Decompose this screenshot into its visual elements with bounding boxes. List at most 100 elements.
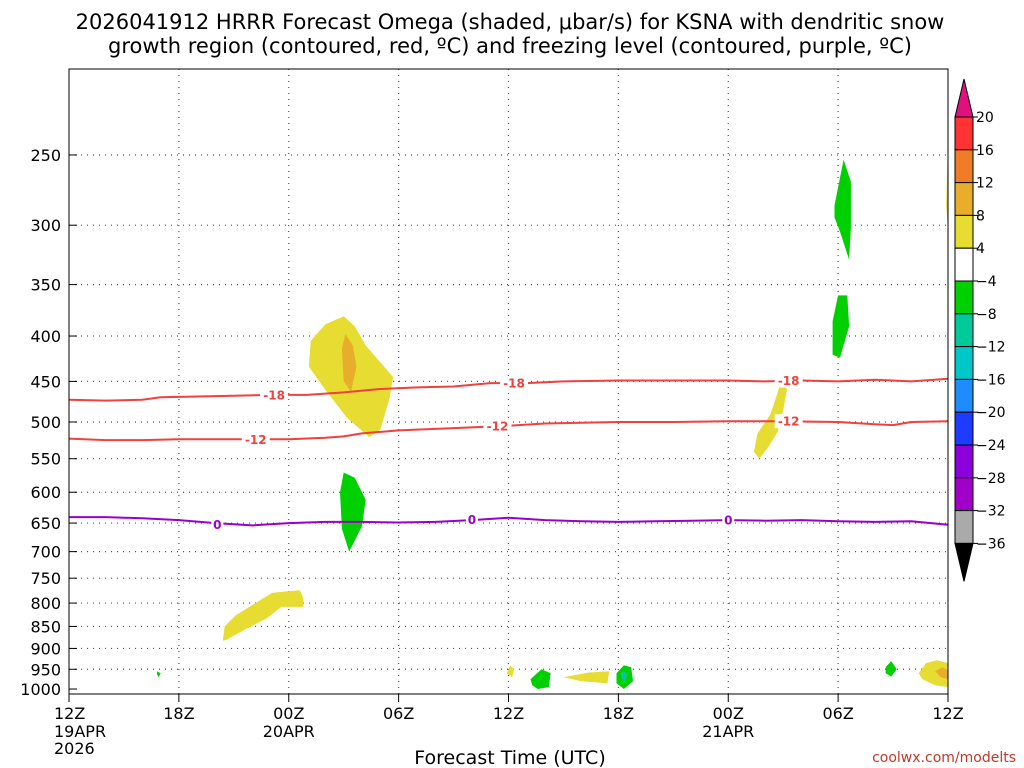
y-tick-label-450: 450 [30, 372, 61, 391]
y-tick-label-1000: 1000 [20, 680, 61, 699]
colorbar-label-10: −24 [976, 438, 1006, 454]
colorbar: 20 16 12 8 4 −4 −8 −12 −16 −20 −24 −28 −32 −36 [954, 78, 1006, 582]
y-tick-label-600: 600 [30, 483, 61, 502]
colorbar-bin-1 [954, 116, 974, 151]
colorbar-label-0: 20 [976, 110, 994, 126]
y-tick-label-550: 550 [30, 450, 61, 469]
contour-lines: -18 -18 -18 -12 -12 -12 0 0 0 [68, 373, 949, 532]
colorbar-bin-13 [954, 510, 974, 544]
y-tick-label-900: 900 [30, 639, 61, 658]
colorbar-bin-11 [954, 444, 974, 479]
y-tick-label-800: 800 [30, 594, 61, 613]
chart-title-line-1: 2026041912 HRRR Forecast Omega (shaded, … [76, 10, 945, 34]
contour-label--12-3: -12 [778, 415, 800, 429]
chart-title-line-2: growth region (contoured, red, ºC) and f… [108, 34, 912, 58]
colorbar-bin-3 [954, 182, 974, 216]
contour-label-0-3: 0 [724, 514, 732, 528]
y-tick-label-400: 400 [30, 327, 61, 346]
x-tick-year-0: 2026 [54, 739, 95, 758]
colorbar-bin-10 [954, 411, 974, 446]
colorbar-label-12: −32 [976, 504, 1006, 520]
omega-area-10-value--8 [620, 671, 628, 684]
colorbar-label-11: −28 [976, 471, 1006, 487]
contour-line--18 [68, 377, 949, 402]
contour-label-bg-0-3 [722, 513, 735, 528]
colorbar-bin-5 [954, 247, 974, 282]
omega-area-7-value--4 [530, 669, 551, 689]
omega-shading [156, 139, 948, 689]
colorbar-bottom-arrow [954, 542, 974, 582]
x-tick-label-48: 12Z [932, 704, 963, 723]
x-tick-date-0: 19APR [54, 722, 106, 741]
colorbar-label-4: 4 [976, 241, 985, 257]
colorbar-bin-2 [954, 149, 974, 184]
x-tick-label-24: 12Z [493, 704, 524, 723]
contour-label-bg--18-3 [774, 373, 803, 388]
colorbar-label-5: −4 [976, 274, 997, 290]
y-tick-label-950: 950 [30, 660, 61, 679]
x-tick-label-30: 18Z [603, 704, 634, 723]
colorbar-label-1: 16 [976, 143, 994, 159]
colorbar-bin-4 [954, 214, 974, 249]
y-tick-label-350: 350 [30, 276, 61, 295]
omega-area-14-value--4 [885, 661, 897, 677]
colorbar-label-7: −12 [976, 340, 1006, 356]
colorbar-label-2: 12 [976, 176, 994, 192]
omega-area-6-value-4 [506, 665, 514, 678]
contour-label-0-2: 0 [468, 513, 476, 527]
omega-area-3-value--4 [340, 472, 366, 552]
y-tick-label-850: 850 [30, 617, 61, 636]
contour-line--12 [68, 420, 949, 442]
omega-area-8-value-4 [563, 671, 610, 684]
x-axis-label: Forecast Time (UTC) [414, 747, 605, 768]
colorbar-bin-8 [954, 346, 974, 380]
y-tick-label-250: 250 [30, 146, 61, 165]
x-tick-label-12: 00Z [273, 704, 304, 723]
contour-label--12-2: -12 [487, 419, 509, 433]
contour-label-bg--18-1 [260, 387, 289, 402]
colorbar-label-6: −8 [976, 307, 997, 323]
contour-label--12-1: -12 [245, 433, 267, 447]
omega-area-11-value-4 [753, 372, 787, 459]
colorbar-bin-7 [954, 313, 974, 348]
contour-label-bg--12-2 [483, 418, 512, 433]
contour-label--18-1: -18 [263, 388, 285, 402]
y-tick-label-750: 750 [30, 569, 61, 588]
contour-label--18-3: -18 [778, 374, 800, 388]
x-tick-label-0: 12Z [54, 704, 85, 723]
omega-area-2-value-8 [341, 334, 357, 392]
y-axis: 250 300 350 400 450 500 550 600 650 700 750 800 850 9… [20, 146, 77, 699]
contour-label-bg--12-3 [774, 414, 803, 429]
credit-text: coolwx.com/modelts [872, 750, 1016, 766]
contour-label-bg-0-1 [211, 517, 224, 532]
omega-area-13-value--4 [832, 295, 850, 358]
y-tick-label-500: 500 [30, 413, 61, 432]
x-tick-label-42: 06Z [822, 704, 853, 723]
x-tick-label-18: 06Z [383, 704, 414, 723]
contour-label--18-2: -18 [503, 377, 525, 391]
x-tick-date-36: 21APR [702, 722, 754, 741]
x-tick-date-12: 20APR [263, 722, 315, 741]
colorbar-label-9: −20 [976, 405, 1006, 421]
omega-area-12-value--4 [834, 159, 851, 260]
colorbar-bin-6 [954, 280, 974, 315]
contour-label-bg-0-2 [465, 512, 478, 527]
y-tick-label-650: 650 [30, 514, 61, 533]
colorbar-bin-9 [954, 378, 974, 413]
contour-label-bg--12-1 [241, 432, 270, 447]
colorbar-label-13: −36 [976, 536, 1006, 552]
y-tick-label-700: 700 [30, 543, 61, 562]
colorbar-bin-12 [954, 477, 974, 512]
y-tick-label-300: 300 [30, 216, 61, 235]
contour-label-0-1: 0 [213, 518, 221, 532]
omega-area-17-value-8 [935, 667, 948, 680]
omega-area-5-value--4 [156, 671, 161, 678]
colorbar-label-3: 8 [976, 208, 985, 224]
x-tick-label-6: 18Z [163, 704, 194, 723]
colorbar-top-arrow [954, 78, 974, 118]
omega-area-16-value-4 [918, 660, 948, 688]
contour-label-bg--18-2 [499, 376, 528, 391]
omega-area-4-value-4 [222, 590, 304, 641]
